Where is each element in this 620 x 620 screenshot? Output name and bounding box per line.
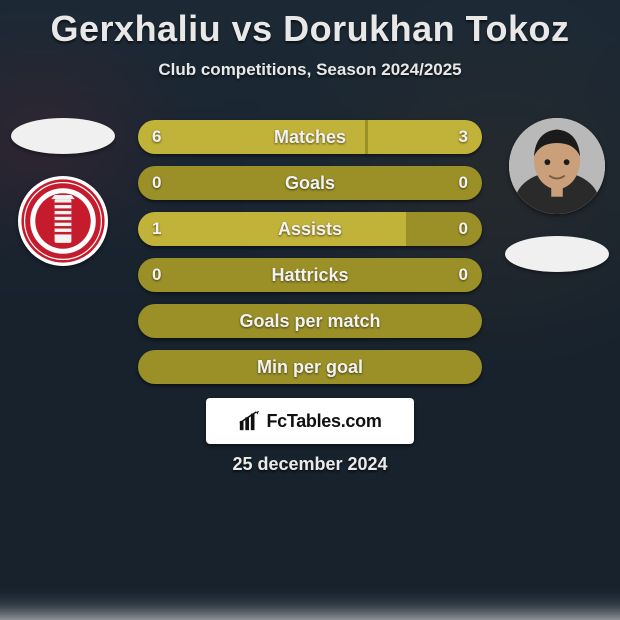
date-label: 25 december 2024	[0, 454, 620, 475]
stat-bar-label: Assists	[138, 212, 482, 246]
stat-bar-right-value: 0	[459, 212, 468, 246]
left-entity-column	[8, 118, 118, 266]
right-club-badge-placeholder	[505, 236, 609, 272]
brand-badge[interactable]: FcTables.com	[206, 398, 414, 444]
stat-bar-right-value: 0	[459, 166, 468, 200]
stat-bars: Matches63Goals00Assists10Hattricks00Goal…	[138, 120, 482, 384]
stat-bar: Matches6 3	[138, 120, 482, 154]
stat-bar-right-value: 3	[459, 120, 468, 154]
stat-bar-label: Goals per match	[138, 304, 482, 338]
stat-bar: Min per goal	[138, 350, 482, 384]
right-player-avatar	[509, 118, 605, 214]
brand-name: FcTables.com	[266, 411, 381, 432]
stat-bar: Assists1 0	[138, 212, 482, 246]
stat-bar: Goals0 0	[138, 166, 482, 200]
stat-bar-label: Min per goal	[138, 350, 482, 384]
comparison-card: Gerxhaliu vs Dorukhan Tokoz Club competi…	[0, 0, 620, 580]
stat-bar-left-value: 6	[152, 120, 161, 154]
stat-bar-label: Hattricks	[138, 258, 482, 292]
antalyaspor-badge-icon	[21, 179, 105, 263]
left-player-avatar-placeholder	[11, 118, 115, 154]
page-subtitle: Club competitions, Season 2024/2025	[0, 60, 620, 80]
fctables-logo-icon	[238, 410, 260, 432]
player-photo-icon	[509, 118, 605, 214]
stat-bar: Goals per match	[138, 304, 482, 338]
stat-bar: Hattricks0 0	[138, 258, 482, 292]
stat-bar-left-value: 0	[152, 258, 161, 292]
page-title: Gerxhaliu vs Dorukhan Tokoz	[0, 0, 620, 50]
left-club-badge	[18, 176, 108, 266]
stat-bar-label: Goals	[138, 166, 482, 200]
stat-bar-left-value: 1	[152, 212, 161, 246]
stat-bar-right-value: 0	[459, 258, 468, 292]
stat-bar-label: Matches	[138, 120, 482, 154]
right-entity-column	[502, 118, 612, 272]
stat-bar-left-value: 0	[152, 166, 161, 200]
